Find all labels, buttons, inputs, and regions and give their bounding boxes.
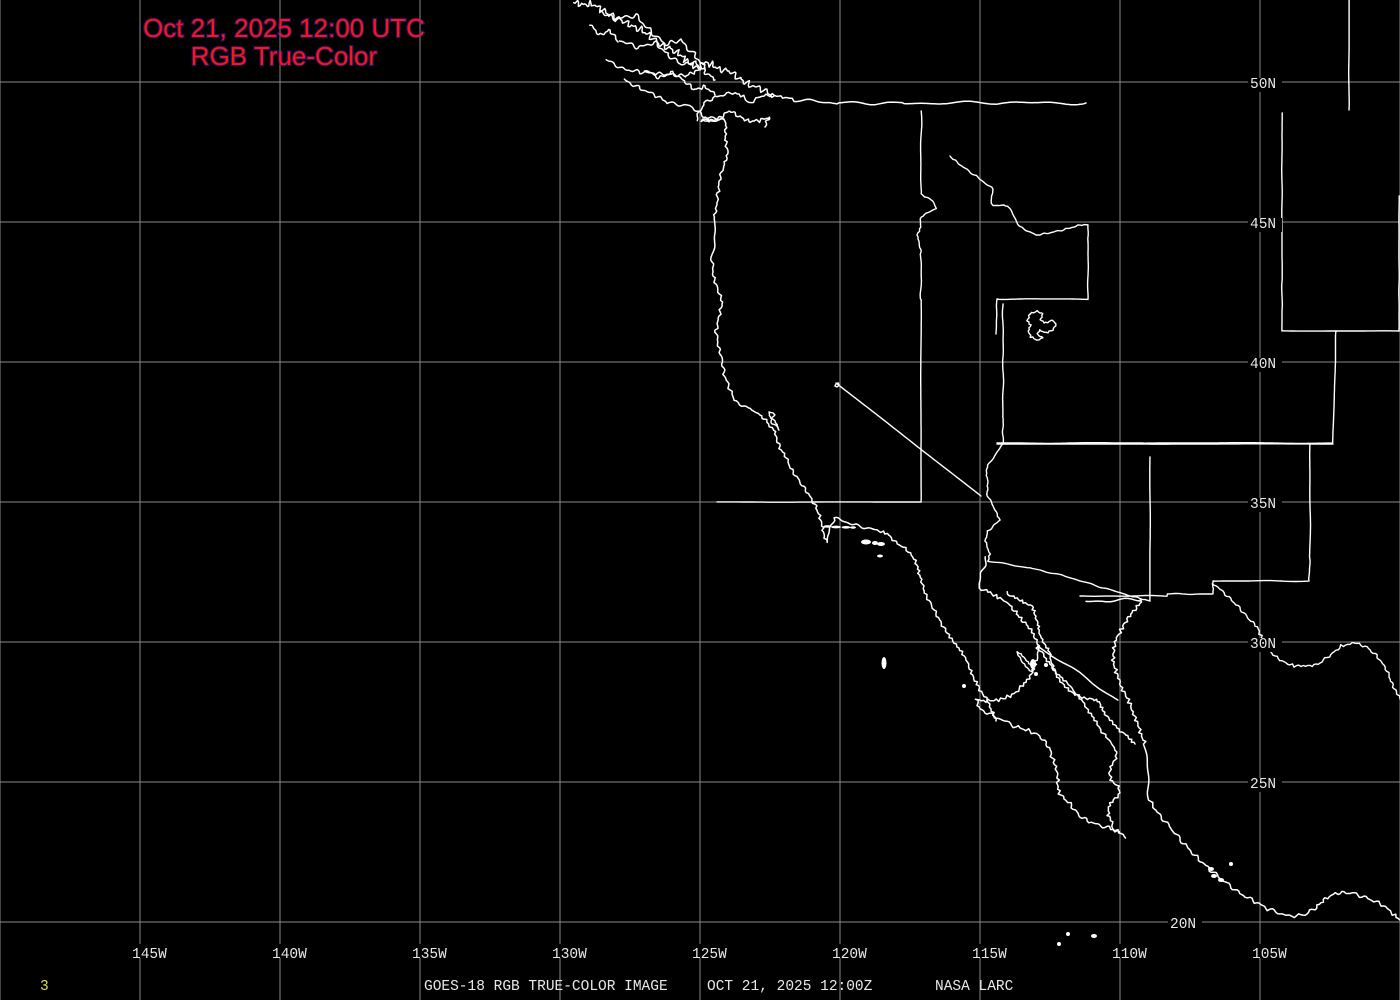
svg-text:3: 3: [40, 979, 49, 995]
svg-text:145W: 145W: [132, 947, 167, 963]
svg-text:NASA LARC: NASA LARC: [935, 979, 1014, 995]
svg-text:130W: 130W: [552, 947, 587, 963]
svg-text:115W: 115W: [972, 947, 1007, 963]
svg-text:20N: 20N: [1170, 917, 1196, 933]
svg-text:50N: 50N: [1250, 77, 1276, 93]
svg-text:120W: 120W: [832, 947, 867, 963]
svg-text:25N: 25N: [1250, 777, 1276, 793]
svg-text:RGB True-Color: RGB True-Color: [191, 41, 378, 71]
svg-text:40N: 40N: [1250, 357, 1276, 373]
svg-text:135W: 135W: [412, 947, 447, 963]
svg-text:Oct 21, 2025 12:00 UTC: Oct 21, 2025 12:00 UTC: [143, 13, 425, 43]
svg-text:35N: 35N: [1250, 497, 1276, 513]
svg-text:110W: 110W: [1112, 947, 1147, 963]
svg-text:30N: 30N: [1250, 637, 1276, 653]
svg-text:140W: 140W: [272, 947, 307, 963]
svg-text:45N: 45N: [1250, 217, 1276, 233]
svg-text:GOES-18 RGB TRUE-COLOR IMAGE: GOES-18 RGB TRUE-COLOR IMAGE: [424, 979, 668, 995]
svg-text:125W: 125W: [692, 947, 727, 963]
svg-text:105W: 105W: [1252, 947, 1287, 963]
svg-text:OCT 21, 2025 12:00Z: OCT 21, 2025 12:00Z: [707, 979, 873, 995]
